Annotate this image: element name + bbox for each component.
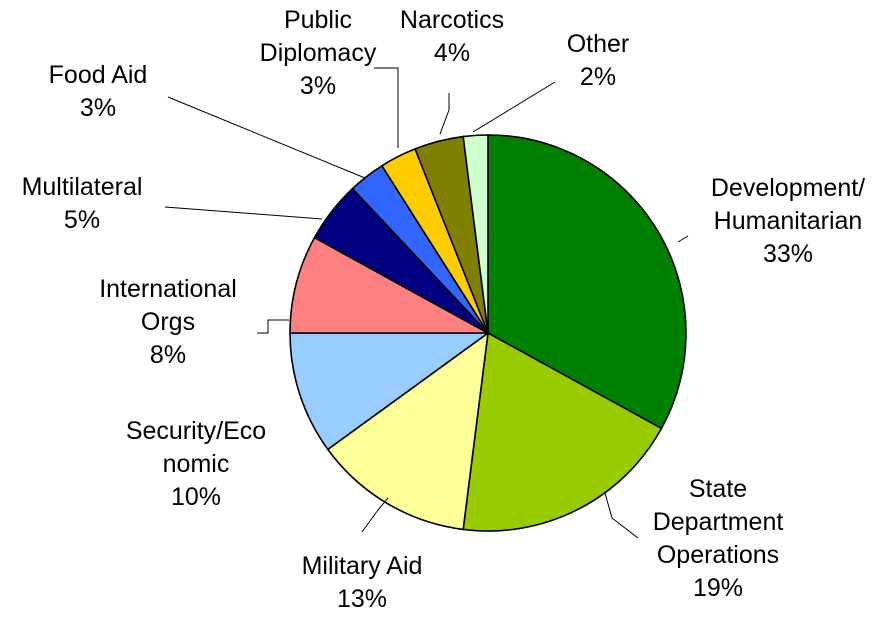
leader-line-state-department-operations [604,492,639,539]
data-label-food-aid: 3% [80,94,116,122]
leader-line-international-orgs [257,319,289,334]
pie-slice-military-aid [326,331,490,531]
leader-lines [164,67,689,539]
category-label-narcotics: Narcotics [400,6,504,34]
slice-labels: Development/Humanitarian 33% State Departme… [22,6,866,613]
pie-slice-state-department-operations [462,331,663,532]
category-label-state-department-operations: State [689,475,747,503]
pie-slice-international-orgs [289,236,489,334]
data-label-development-humanitarian: 33% [763,240,813,268]
leader-line-development-humanitarian [677,235,689,243]
data-label-narcotics: 4% [434,39,470,67]
leader-line-multilateral [164,206,323,220]
category-label-development-humanitarian: Humanitarian [714,207,863,235]
data-label-state-department-operations: 19% [693,574,743,602]
category-label-food-aid: Food Aid [49,61,148,89]
category-label-security-economic: Security/Eco [126,417,266,445]
data-label-security-economic: 10% [171,483,221,511]
data-label-public-diplomacy: 3% [300,72,336,100]
category-label-state-department-operations: Department [653,508,784,536]
category-label-public-diplomacy: Public [284,6,352,34]
category-label-international-orgs: International [99,275,237,303]
leader-line-food-aid [167,96,366,179]
pie-slice-other [462,134,489,334]
leader-line-narcotics [439,93,450,135]
category-label-security-economic: nomic [163,450,230,478]
data-label-international-orgs: 8% [150,341,186,369]
pie-slice-security-economic [289,332,491,451]
category-label-multilateral: Multilateral [22,173,143,201]
pie-slice-development-humanitarian [487,134,687,430]
category-label-public-diplomacy: Diplomacy [260,39,377,67]
category-label-development-humanitarian: Development/ [711,174,865,202]
category-label-international-orgs: Orgs [141,308,195,336]
leader-line-other [472,81,556,133]
pie-slices [289,134,687,532]
category-label-military-aid: Military Aid [302,552,423,580]
data-label-military-aid: 13% [337,585,387,613]
category-label-state-department-operations: Operations [657,541,779,569]
data-label-other: 2% [580,63,616,91]
category-label-other: Other [567,30,630,58]
leader-line-military-aid [361,497,389,533]
leader-line-public-diplomacy [374,67,399,148]
data-label-multilateral: 5% [64,206,100,234]
